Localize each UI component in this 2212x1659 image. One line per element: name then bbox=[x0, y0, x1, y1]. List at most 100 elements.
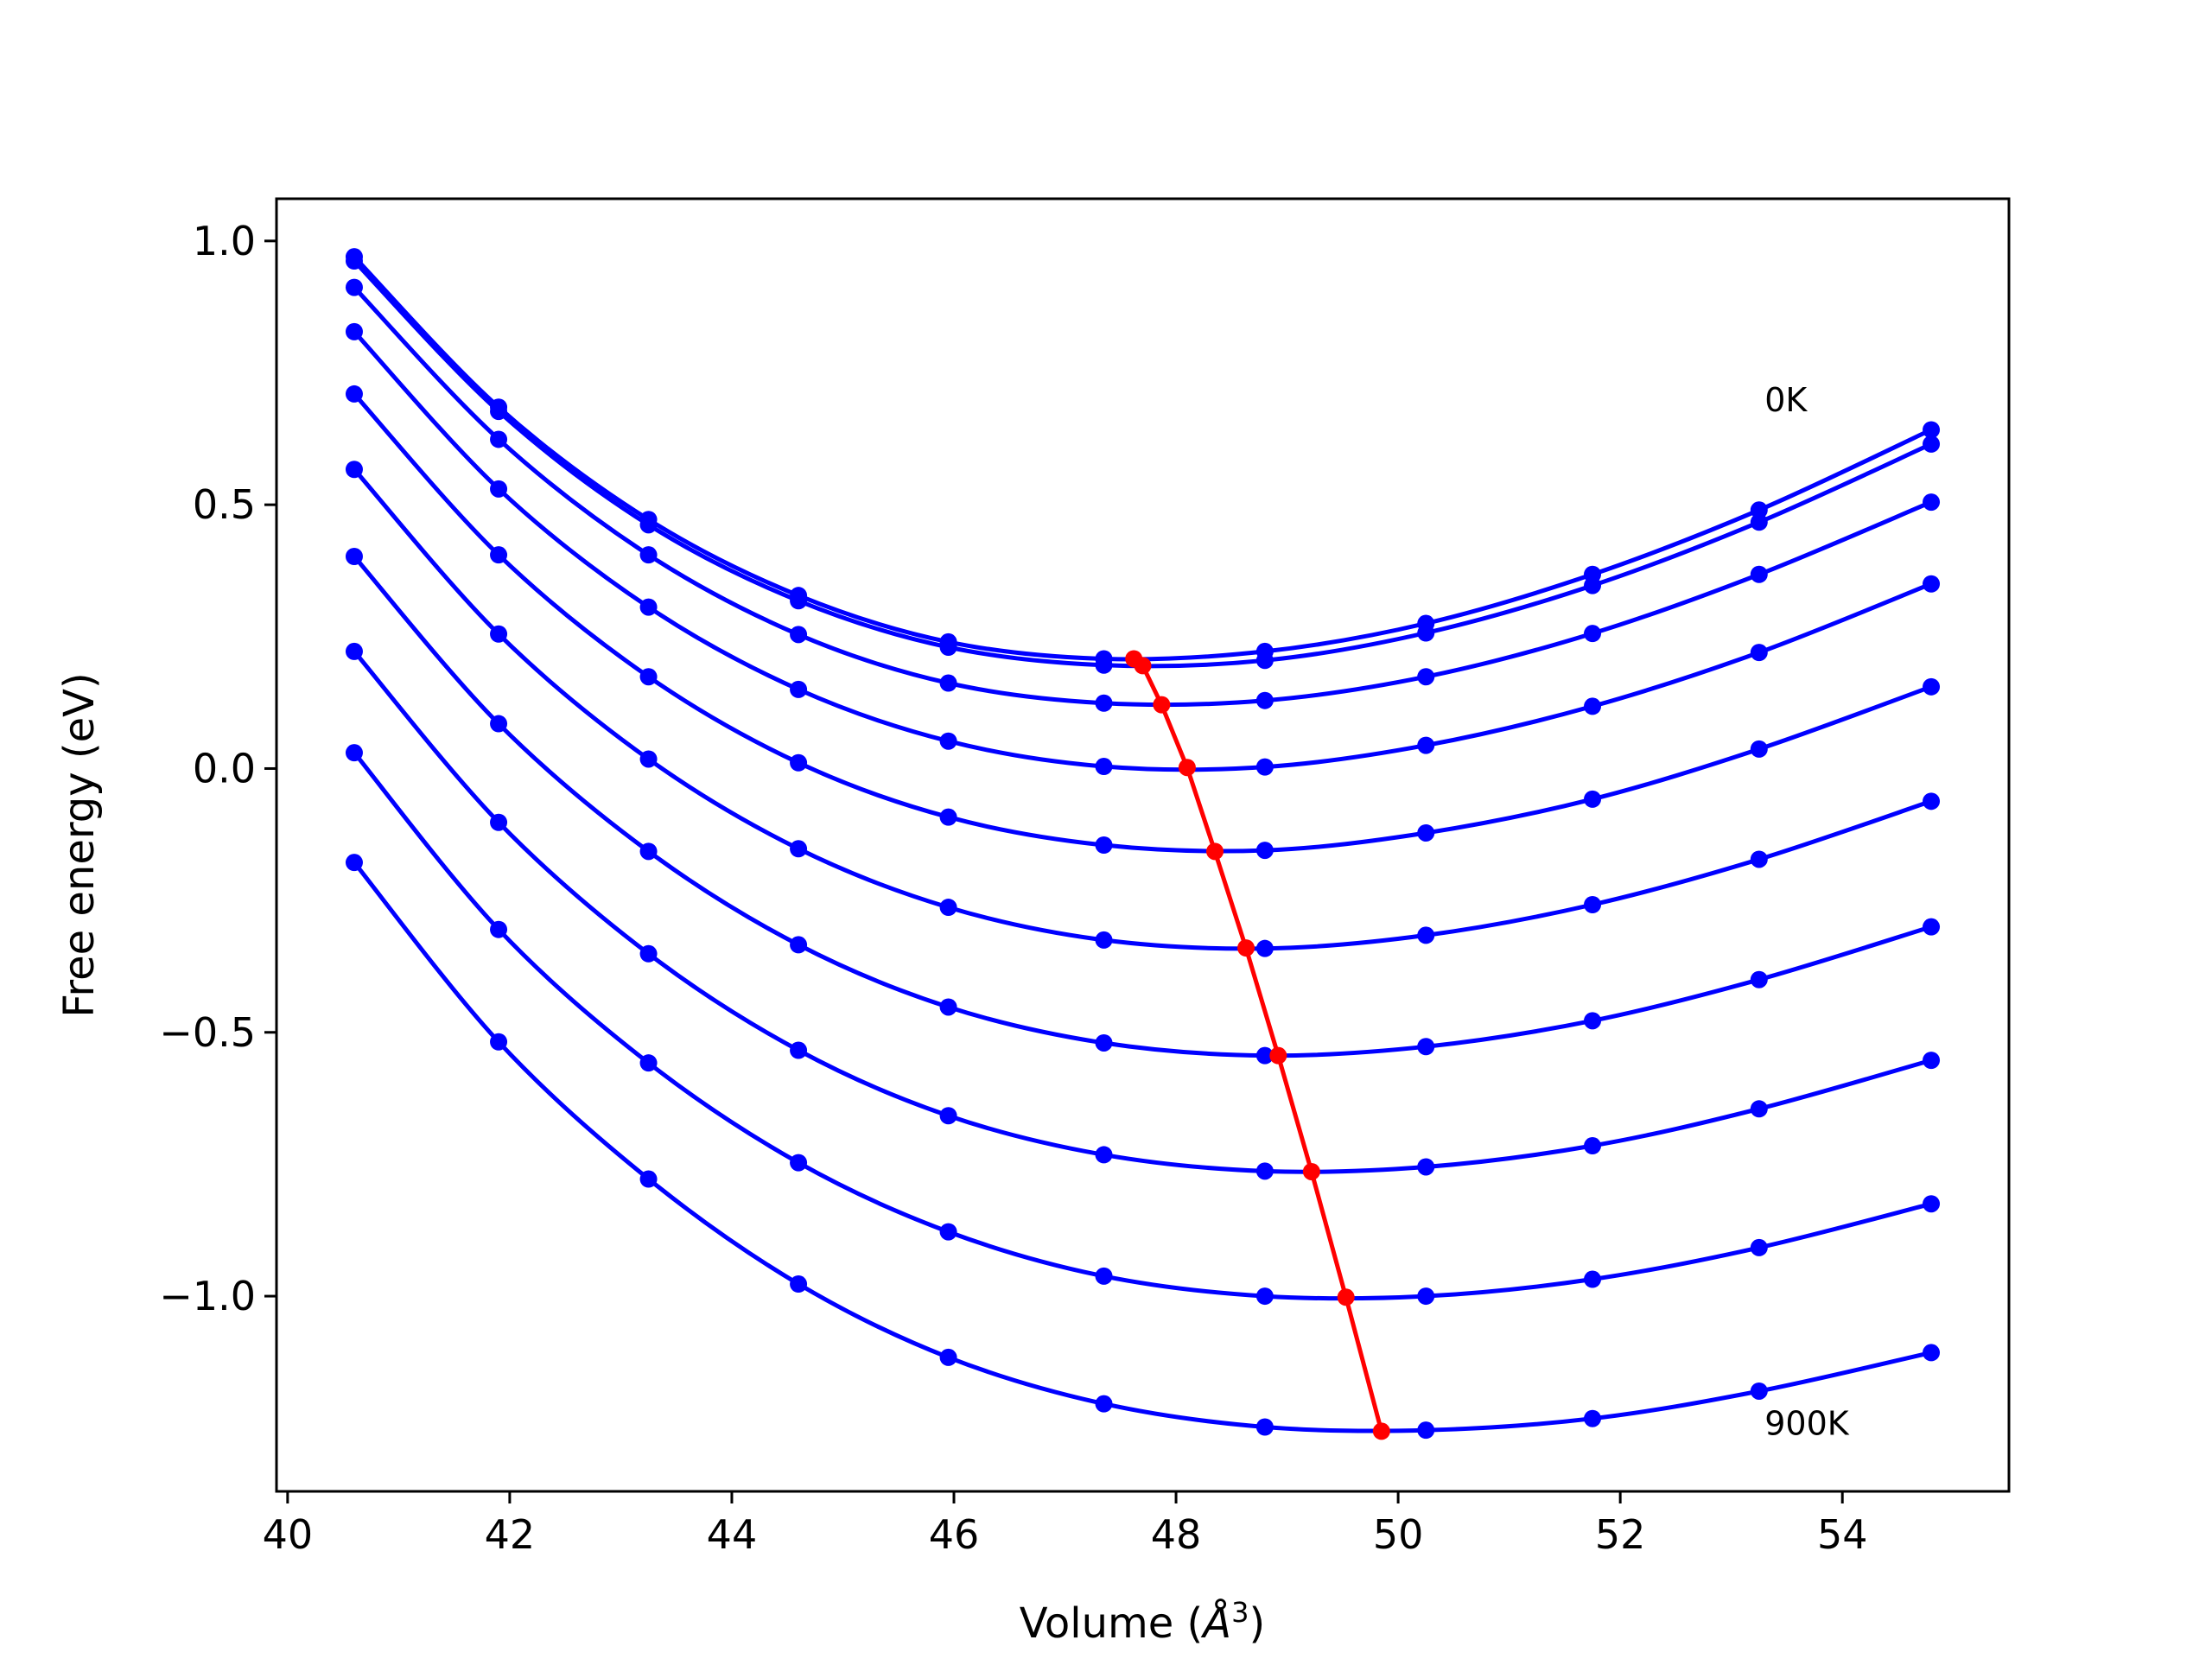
minimum-point bbox=[1153, 696, 1171, 714]
data-point bbox=[1923, 918, 1941, 936]
data-point bbox=[1417, 1421, 1435, 1440]
data-point bbox=[1417, 668, 1435, 686]
data-point bbox=[790, 1041, 808, 1059]
y-tick-label: 0.0 bbox=[193, 745, 256, 791]
data-point bbox=[1417, 1158, 1435, 1176]
y-axis-ticks: 1.0 0.5 0.0 −0.5 −1.0 bbox=[159, 218, 276, 1319]
data-point bbox=[939, 899, 957, 917]
data-point bbox=[1417, 926, 1435, 944]
data-point bbox=[1095, 656, 1113, 674]
data-point bbox=[639, 1170, 658, 1188]
data-point bbox=[1417, 1287, 1435, 1306]
data-point bbox=[790, 1275, 808, 1294]
data-point bbox=[1095, 1146, 1113, 1164]
series-2 bbox=[345, 278, 1941, 712]
minimum-point bbox=[1372, 1422, 1390, 1440]
data-point bbox=[639, 598, 658, 616]
data-point bbox=[790, 680, 808, 698]
data-point bbox=[490, 715, 508, 733]
free-energy-curves bbox=[345, 248, 1941, 1440]
data-point bbox=[1923, 493, 1941, 512]
data-point bbox=[490, 813, 508, 831]
y-axis-label: Free energy (eV) bbox=[55, 672, 104, 1017]
data-point bbox=[1255, 842, 1274, 860]
series-line bbox=[353, 751, 1932, 1301]
series-5 bbox=[345, 461, 1941, 957]
data-point bbox=[1750, 1382, 1768, 1400]
x-tick-label: 44 bbox=[707, 1511, 758, 1558]
data-point bbox=[1923, 677, 1941, 696]
data-point bbox=[1750, 970, 1768, 988]
series-line bbox=[353, 650, 1932, 1174]
data-point bbox=[1923, 1052, 1941, 1070]
x-tick-label: 48 bbox=[1151, 1511, 1202, 1558]
data-point bbox=[1750, 513, 1768, 531]
x-tick-label: 42 bbox=[485, 1511, 536, 1558]
data-point bbox=[790, 1154, 808, 1172]
data-point bbox=[1750, 1100, 1768, 1118]
data-point bbox=[1417, 823, 1435, 842]
minimum-point bbox=[1337, 1288, 1355, 1306]
data-point bbox=[1255, 939, 1274, 957]
series-line bbox=[353, 861, 1932, 1433]
temperature-annotations: 0K 900K bbox=[1764, 381, 1850, 1443]
data-point bbox=[345, 642, 363, 660]
x-tick-label: 46 bbox=[929, 1511, 980, 1558]
data-point bbox=[939, 1223, 957, 1241]
series-9 bbox=[345, 854, 1941, 1440]
x-tick-label: 52 bbox=[1595, 1511, 1646, 1558]
minima-path bbox=[1125, 650, 1390, 1440]
series-line bbox=[353, 285, 1932, 708]
data-point bbox=[1584, 1409, 1602, 1427]
data-point bbox=[1095, 836, 1113, 854]
minimum-point bbox=[1237, 939, 1255, 957]
data-point bbox=[345, 252, 363, 270]
data-point bbox=[790, 626, 808, 644]
data-point bbox=[939, 1107, 957, 1125]
data-point bbox=[639, 668, 658, 686]
data-point bbox=[1255, 652, 1274, 670]
data-point bbox=[490, 480, 508, 498]
series-6 bbox=[345, 547, 1941, 1065]
series-line bbox=[353, 392, 1932, 854]
data-point bbox=[1095, 1033, 1113, 1052]
y-tick-label: −0.5 bbox=[159, 1009, 256, 1056]
data-point bbox=[345, 278, 363, 296]
data-point bbox=[490, 546, 508, 564]
data-point bbox=[1095, 1395, 1113, 1413]
series-8 bbox=[345, 744, 1941, 1306]
data-point bbox=[1417, 736, 1435, 754]
data-point bbox=[790, 753, 808, 772]
x-tick-label: 50 bbox=[1373, 1511, 1424, 1558]
data-point bbox=[1750, 501, 1768, 519]
y-tick-label: −1.0 bbox=[159, 1273, 256, 1319]
data-point bbox=[1095, 758, 1113, 776]
series-0 bbox=[345, 248, 1941, 668]
minimum-point bbox=[1302, 1162, 1320, 1180]
data-point bbox=[1095, 1267, 1113, 1285]
data-point bbox=[939, 1348, 957, 1366]
data-point bbox=[1255, 1287, 1274, 1306]
data-point bbox=[939, 639, 957, 657]
data-point bbox=[1255, 691, 1274, 709]
data-point bbox=[345, 744, 363, 762]
series-line bbox=[353, 467, 1932, 951]
data-point bbox=[1584, 1012, 1602, 1030]
series-3 bbox=[345, 322, 1941, 776]
data-point bbox=[1584, 576, 1602, 594]
minimum-point bbox=[1178, 759, 1196, 777]
data-point bbox=[1584, 895, 1602, 913]
data-point bbox=[1255, 758, 1274, 776]
data-point bbox=[1255, 1418, 1274, 1436]
annotation-label: 0K bbox=[1764, 381, 1808, 419]
data-point bbox=[939, 998, 957, 1016]
data-point bbox=[1750, 1238, 1768, 1256]
minimum-point bbox=[1134, 657, 1152, 675]
data-point bbox=[490, 430, 508, 448]
series-line bbox=[353, 555, 1932, 1058]
x-axis-ticks: 40 42 44 46 48 50 52 54 bbox=[263, 1491, 1867, 1558]
data-point bbox=[345, 461, 363, 479]
data-point bbox=[1255, 1046, 1274, 1065]
x-axis-label: Volume (Å3) bbox=[1020, 1596, 1265, 1648]
